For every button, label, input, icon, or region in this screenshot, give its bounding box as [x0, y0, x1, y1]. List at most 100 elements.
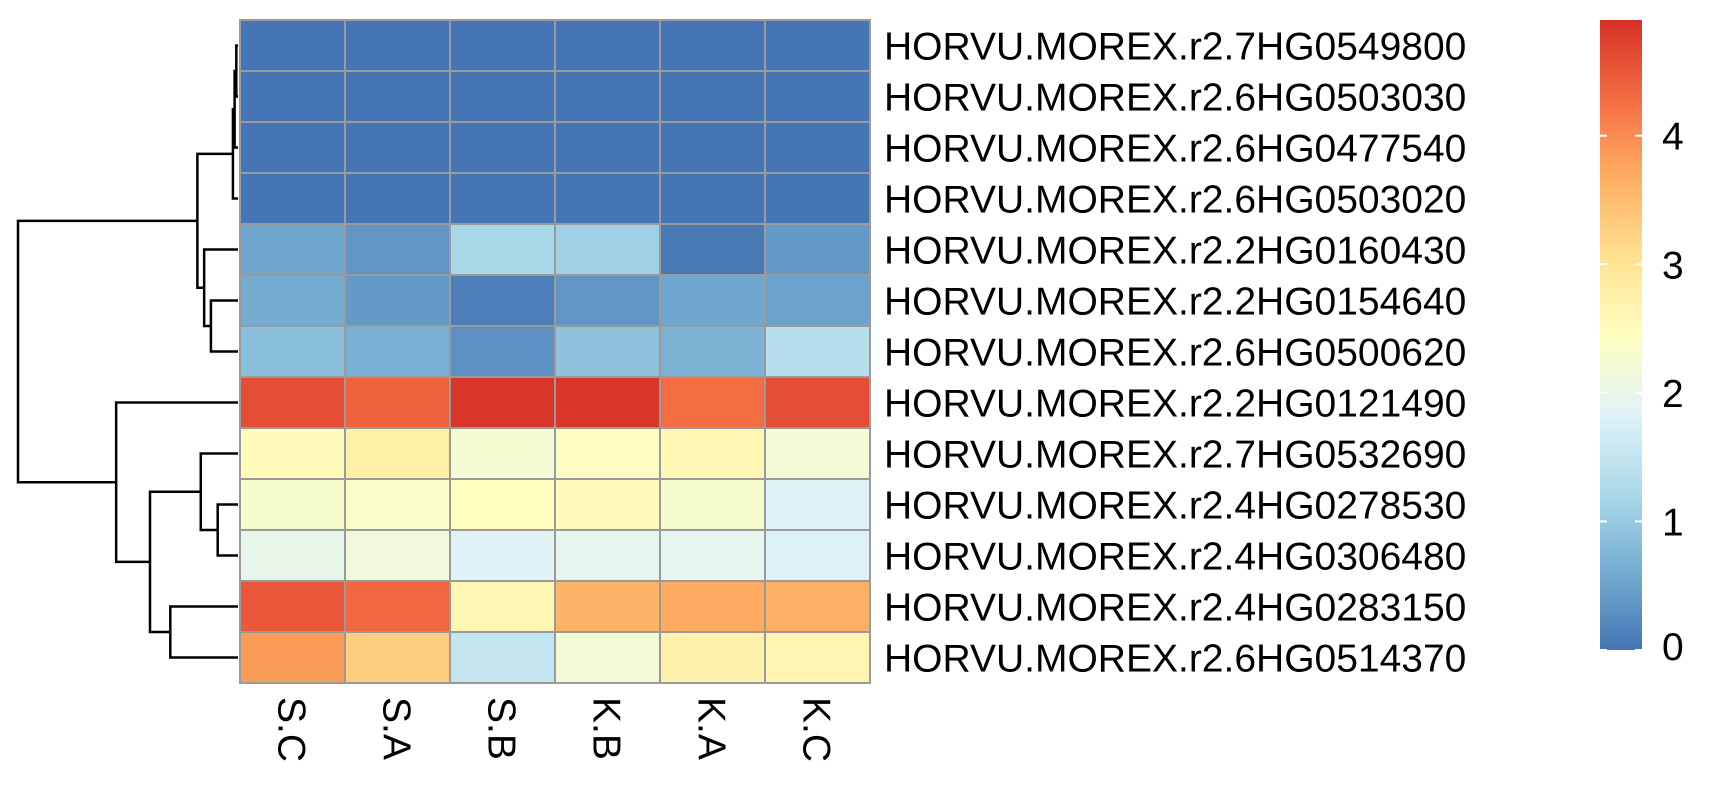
heatmap-cell [764, 223, 871, 276]
heatmap-cell [554, 427, 661, 480]
column-label: K.C [795, 697, 838, 762]
dendrogram-branch [169, 605, 238, 659]
heatmap-cell [764, 19, 871, 72]
row-label: HORVU.MOREX.r2.2HG0121490 [884, 383, 1466, 426]
heatmap-cell [239, 223, 346, 276]
color-legend: 0 1 2 3 4 [1600, 20, 1684, 669]
dendrogram-branch [235, 44, 238, 98]
legend-color-bar [1600, 20, 1642, 650]
heatmap-cell [554, 19, 661, 72]
row-label: HORVU.MOREX.r2.6HG0503030 [884, 77, 1466, 120]
heatmap-cell [764, 376, 871, 429]
heatmap-cell [239, 529, 346, 582]
heatmap-cell [764, 325, 871, 378]
heatmap-cell [554, 529, 661, 582]
heatmap-cell [554, 274, 661, 327]
heatmap-cell [449, 19, 556, 72]
heatmap-cell [344, 631, 451, 684]
heatmap-cell [449, 223, 556, 276]
heatmap-cell [449, 427, 556, 480]
heatmap-cell [239, 70, 346, 123]
row-label: HORVU.MOREX.r2.6HG0503020 [884, 179, 1466, 222]
heatmap-cell [449, 172, 556, 225]
heatmap-cell [764, 70, 871, 123]
heatmap-cell [659, 376, 766, 429]
heatmap-cell [449, 121, 556, 174]
row-label: HORVU.MOREX.r2.4HG0278530 [884, 485, 1466, 528]
legend-tick-label: 1 [1662, 501, 1684, 544]
column-label: S.C [270, 697, 313, 762]
row-labels: HORVU.MOREX.r2.7HG0549800 HORVU.MOREX.r2.… [884, 26, 1466, 681]
heatmap-cell [449, 580, 556, 633]
row-label: HORVU.MOREX.r2.2HG0154640 [884, 281, 1466, 324]
heatmap-cell [554, 223, 661, 276]
heatmap-cell [764, 580, 871, 633]
heatmap-cell [239, 121, 346, 174]
dendrogram-branch [202, 248, 238, 328]
column-label: S.B [480, 697, 523, 760]
heatmap-cell [764, 631, 871, 684]
heatmap-cell [554, 325, 661, 378]
heatmap-cell [239, 580, 346, 633]
heatmap-cell [554, 376, 661, 429]
heatmap-cell [764, 478, 871, 531]
legend-tick-label: 0 [1662, 626, 1684, 669]
heatmap-cell [239, 19, 346, 72]
legend-tick-label: 2 [1662, 373, 1684, 416]
heatmap-cell [449, 529, 556, 582]
heatmap-cell [449, 478, 556, 531]
heatmap-cell [239, 172, 346, 225]
heatmap-cell [659, 70, 766, 123]
dendrogram-branch [114, 401, 238, 564]
heatmap-cell [344, 274, 451, 327]
heatmap-cell [554, 478, 661, 531]
legend-tick-label: 3 [1662, 244, 1684, 287]
heatmap-cell [449, 325, 556, 378]
heatmap-cell [764, 529, 871, 582]
heatmap-cell [344, 121, 451, 174]
heatmap-cell [344, 580, 451, 633]
row-label: HORVU.MOREX.r2.6HG0500620 [884, 332, 1466, 375]
heatmap-cell [659, 325, 766, 378]
heatmap-cell [239, 274, 346, 327]
heatmap-cell [659, 274, 766, 327]
heatmap-cell [344, 223, 451, 276]
row-dendrogram [16, 44, 238, 659]
dendrogram-branch [209, 299, 238, 353]
heatmap-cell [764, 172, 871, 225]
heatmap-cell [554, 70, 661, 123]
heatmap-cell [344, 19, 451, 72]
heatmap-cell [764, 274, 871, 327]
row-label: HORVU.MOREX.r2.6HG0477540 [884, 128, 1466, 171]
row-label: HORVU.MOREX.r2.7HG0532690 [884, 434, 1466, 477]
heatmap-cell [344, 70, 451, 123]
legend-tick-label: 4 [1662, 116, 1684, 159]
heatmap-cell [659, 121, 766, 174]
heatmap-cell [764, 121, 871, 174]
column-label: K.B [585, 697, 628, 760]
heatmap-cell [344, 172, 451, 225]
row-label: HORVU.MOREX.r2.4HG0306480 [884, 536, 1466, 579]
dendrogram-branch [148, 490, 201, 634]
column-label: K.A [690, 697, 733, 760]
row-label: HORVU.MOREX.r2.2HG0160430 [884, 230, 1466, 273]
heatmap-cell [659, 427, 766, 480]
column-labels: S.C S.A S.B K.B K.A K.C [270, 697, 838, 762]
heatmap-cell [554, 580, 661, 633]
heatmap-cell [239, 478, 346, 531]
heatmap-cell [554, 172, 661, 225]
heatmap-cell [659, 172, 766, 225]
heatmap-cell [659, 223, 766, 276]
heatmap-cell [239, 376, 346, 429]
heatmap-cell [659, 478, 766, 531]
heatmap-cell [764, 427, 871, 480]
heatmap-cell [449, 274, 556, 327]
dendrogram-branch [199, 452, 238, 532]
heatmap-cell [554, 631, 661, 684]
heatmap-cell [239, 427, 346, 480]
heatmap-cell [239, 631, 346, 684]
heatmap-cell [449, 70, 556, 123]
heatmap-cell [344, 478, 451, 531]
dendrogram-branch [196, 152, 233, 289]
